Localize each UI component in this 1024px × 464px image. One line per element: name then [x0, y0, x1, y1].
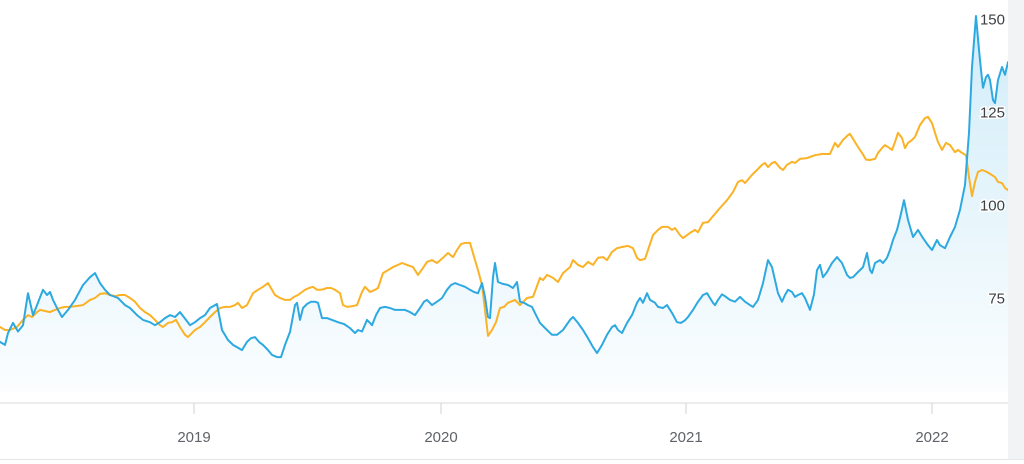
y-axis-label-100: 100: [980, 197, 1005, 214]
y-axis-label-125: 125: [980, 104, 1005, 121]
y-axis-label-150: 150: [980, 11, 1005, 28]
x-axis-label-2019: 2019: [177, 429, 210, 446]
y-axis-label-75: 75: [988, 290, 1005, 307]
x-axis-label-2020: 2020: [424, 429, 457, 446]
x-axis-label-2021: 2021: [669, 429, 702, 446]
right-gutter: [1008, 0, 1024, 459]
blue-series-line: [0, 15, 1009, 359]
bottom-divider: [0, 459, 1024, 460]
x-axis-label-2022: 2022: [915, 429, 948, 446]
yellow-series-line: [0, 115, 1009, 339]
blue-series-area: [0, 16, 1008, 392]
